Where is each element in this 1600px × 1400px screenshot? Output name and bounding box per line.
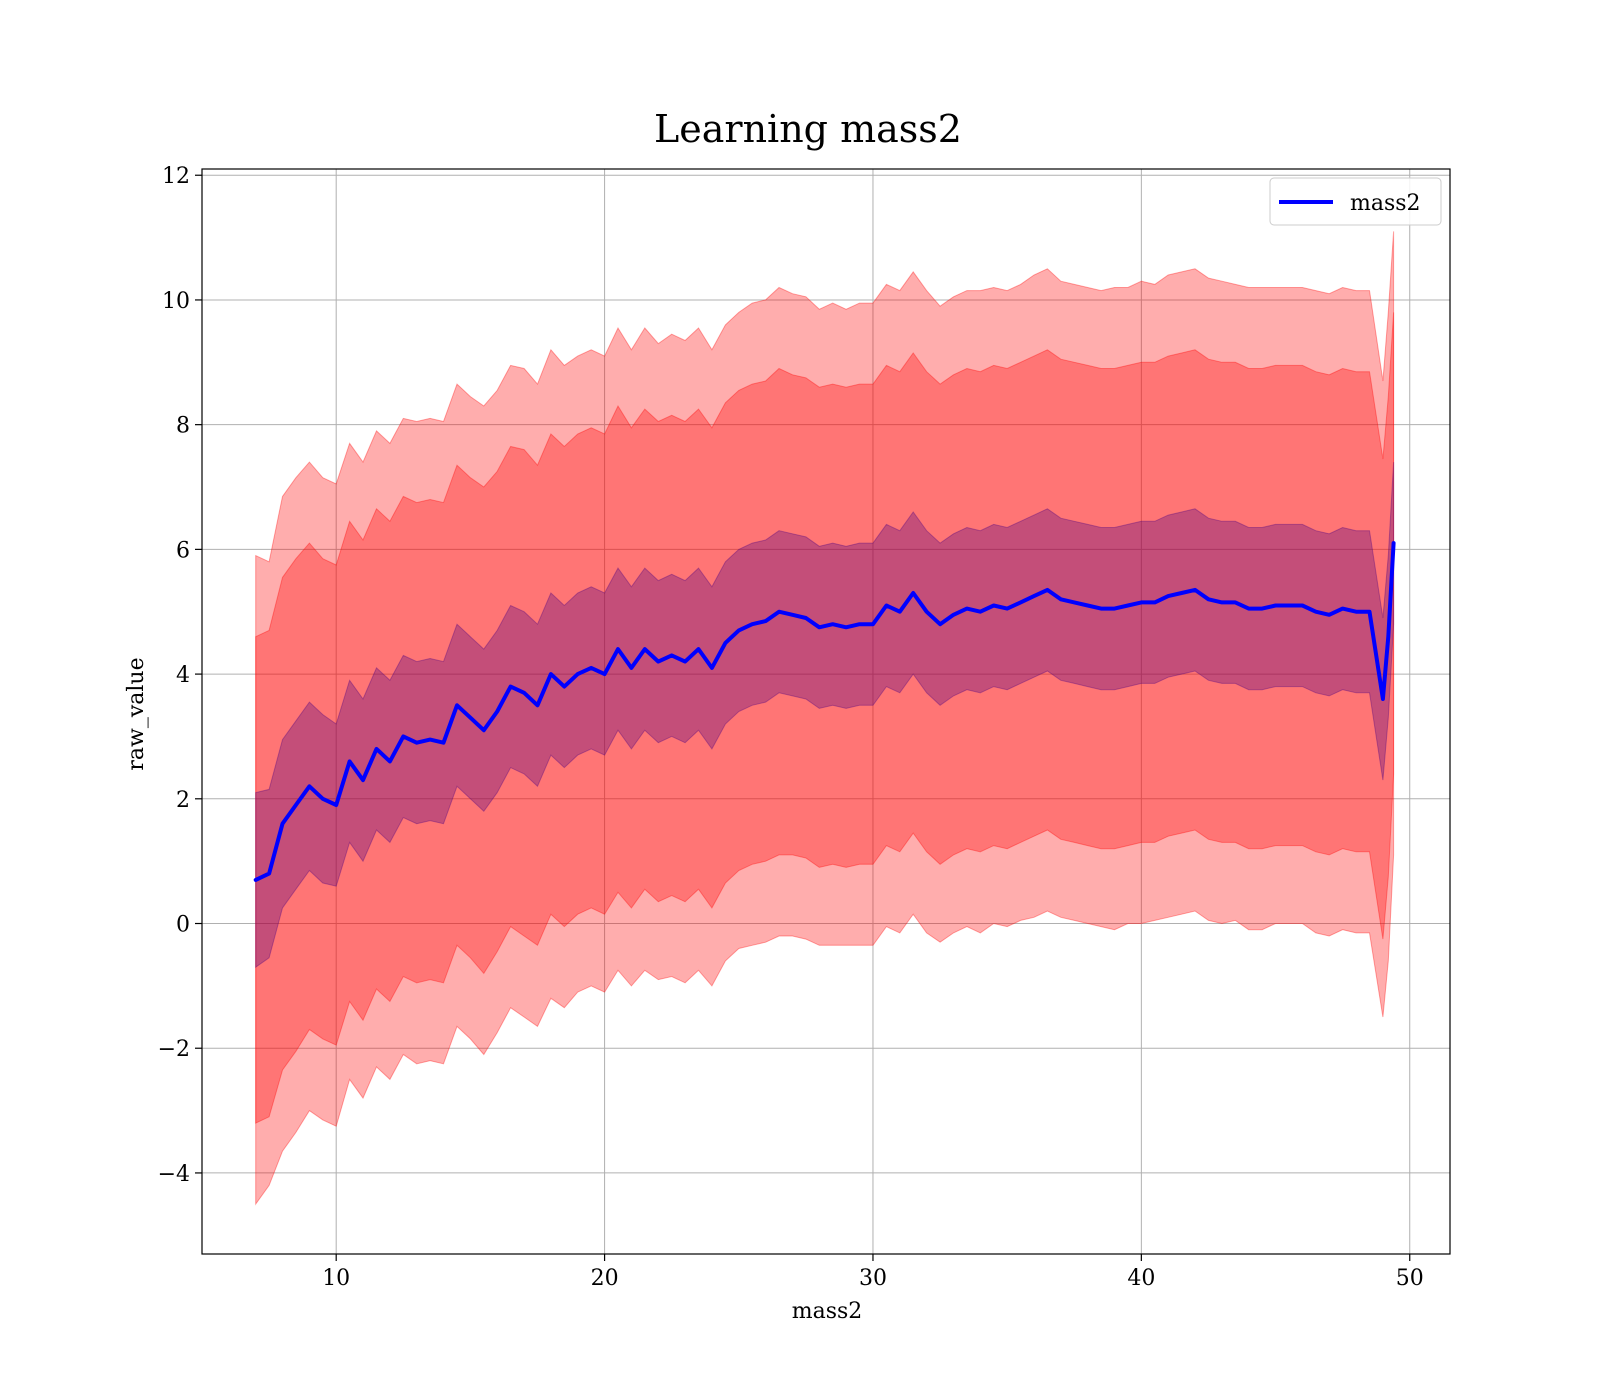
x-tick-label: 20 [591,1266,619,1291]
axes-frame [201,168,1451,1255]
legend-label-mass2: mass2 [1350,191,1421,216]
chart-title: Learning mass2 [654,107,962,151]
legend-box [1269,177,1442,226]
series-lines [253,541,1396,882]
y-tick-label: −4 [158,1162,190,1187]
legend: mass2 [1269,177,1442,226]
y-axis-ticks: −4 −2 0 2 4 6 8 10 12 [158,164,202,1187]
y-tick-label: 2 [176,788,190,813]
y-tick-label: 4 [176,663,190,688]
x-axis-ticks: 10 20 30 40 50 [322,1254,1424,1291]
confidence-band-1 [255,312,1395,1124]
plot-area: 10 20 30 40 50 −4 −2 0 2 4 6 8 10 12 [158,164,1451,1291]
series-line-mass2 [253,541,1396,882]
y-tick-label: 8 [176,414,190,439]
x-tick-label: 40 [1127,1266,1155,1291]
y-tick-label: 0 [176,913,190,938]
x-tick-label: 50 [1396,1266,1424,1291]
y-tick-label: −2 [158,1037,190,1062]
y-tick-label: 12 [162,164,190,189]
confidence-bands [255,231,1395,1206]
grid [202,169,1450,1254]
y-axis-label: raw_value [124,657,149,770]
x-axis-label: mass2 [792,1299,863,1324]
y-tick-label: 6 [176,538,190,563]
x-tick-label: 30 [859,1266,887,1291]
confidence-band-0 [255,231,1395,1206]
y-tick-label: 10 [162,289,190,314]
confidence-band-2 [255,462,1395,969]
x-tick-label: 10 [322,1266,350,1291]
